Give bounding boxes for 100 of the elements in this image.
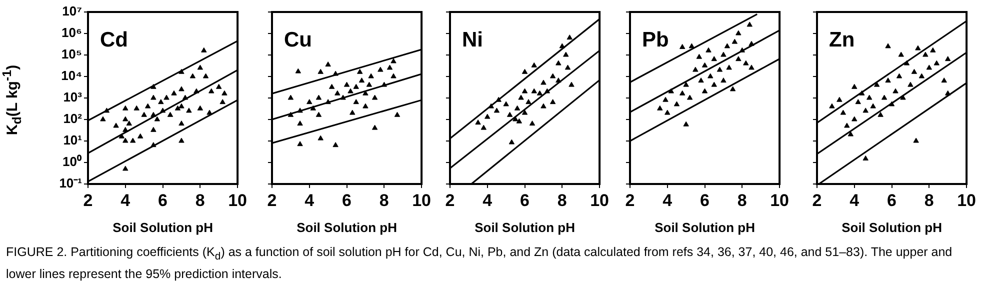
point	[732, 38, 738, 44]
point	[915, 45, 921, 50]
point	[913, 138, 919, 143]
point	[164, 94, 170, 100]
point	[216, 84, 222, 89]
point	[141, 112, 147, 117]
point	[316, 94, 322, 100]
point	[372, 124, 378, 130]
point	[862, 155, 868, 160]
point	[720, 52, 726, 57]
x-tick-label: 10	[590, 190, 610, 210]
point	[122, 166, 128, 171]
point	[862, 108, 868, 113]
point	[888, 101, 895, 106]
point	[855, 99, 861, 104]
point	[178, 68, 184, 74]
point	[692, 66, 698, 72]
point	[720, 78, 726, 83]
point	[353, 99, 359, 104]
y-tick-label: 10⁶	[62, 25, 82, 40]
point	[708, 73, 714, 78]
point	[531, 88, 537, 94]
x-tick-label: 4	[662, 190, 673, 210]
point	[679, 90, 686, 96]
point	[178, 103, 184, 108]
x-tick-label: 8	[195, 190, 205, 210]
point	[550, 99, 556, 104]
point	[908, 82, 914, 87]
point	[566, 34, 572, 40]
point	[104, 108, 110, 113]
point	[325, 99, 331, 104]
point	[840, 110, 846, 115]
x-tick-label: 8	[924, 190, 934, 210]
point	[706, 47, 712, 52]
x-tick-label: 6	[700, 190, 710, 210]
point	[696, 54, 702, 59]
point	[100, 116, 106, 122]
point	[926, 64, 932, 70]
x-axis-title: Soil Solution pH	[112, 220, 213, 235]
point	[540, 80, 546, 85]
point	[506, 112, 513, 117]
point	[724, 43, 730, 48]
point	[178, 120, 184, 126]
point	[518, 94, 524, 100]
point	[154, 116, 160, 122]
point	[316, 112, 322, 117]
annotation: Ni	[462, 28, 483, 52]
point	[531, 62, 537, 68]
x-tick-label: 2	[625, 190, 635, 210]
point	[683, 121, 689, 126]
point	[340, 94, 346, 100]
x-tick-label: 10	[228, 190, 248, 210]
point	[559, 43, 566, 48]
point	[197, 105, 204, 110]
point	[668, 88, 674, 94]
point	[122, 138, 128, 143]
point	[898, 52, 904, 57]
point	[150, 142, 156, 148]
y-tick-label: 10³	[63, 90, 83, 105]
point	[683, 82, 689, 87]
point	[664, 110, 670, 115]
x-tick-label: 4	[304, 190, 315, 210]
annotation: Cu	[284, 28, 312, 52]
y-tick-label: 10²	[63, 111, 83, 126]
point	[844, 122, 850, 128]
point	[332, 70, 338, 76]
point	[540, 103, 546, 108]
point	[544, 88, 550, 94]
point	[167, 112, 174, 117]
point	[726, 64, 732, 70]
point	[197, 64, 204, 70]
caption: FIGURE 2. Partitioning coefficients (K$_{d}$) as a function of soil solution pH for Cd, Cu, Ni, Pb, and Zn (data calculated from refs 34, 36, 37, 40, 46, and 51–83). The upper and lower lines represent the 95% prediction intervals.	[6, 244, 954, 282]
point	[122, 105, 128, 110]
point	[344, 82, 350, 87]
point	[494, 108, 500, 113]
point	[297, 141, 303, 146]
point	[186, 108, 192, 113]
point	[158, 99, 164, 104]
point	[144, 103, 151, 108]
x-tick-label: 2	[445, 190, 455, 210]
point	[310, 105, 316, 110]
point	[202, 73, 209, 78]
point	[508, 139, 515, 144]
point	[930, 47, 936, 52]
point	[945, 56, 951, 62]
point	[918, 73, 925, 78]
point	[288, 112, 294, 117]
annotation: Cd	[100, 28, 128, 52]
point	[480, 124, 486, 130]
point	[896, 73, 902, 78]
point	[702, 88, 708, 94]
point	[739, 47, 746, 52]
point	[358, 78, 365, 83]
point	[130, 138, 136, 143]
y-tick-label: 10⁵	[61, 46, 82, 62]
point	[113, 122, 119, 128]
point	[556, 78, 562, 83]
point	[698, 78, 704, 83]
point	[746, 22, 752, 27]
point	[325, 62, 331, 67]
